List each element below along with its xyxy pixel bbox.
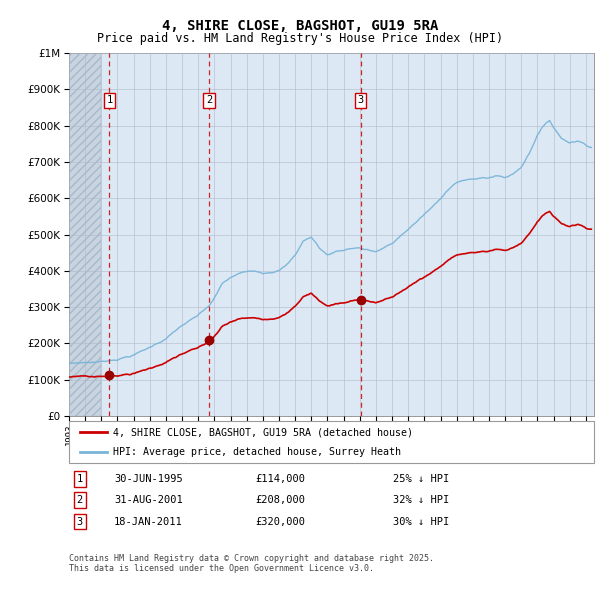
Text: 30-JUN-1995: 30-JUN-1995 [114, 474, 183, 484]
Text: 1: 1 [106, 95, 113, 105]
Text: 2: 2 [77, 496, 83, 505]
Text: £208,000: £208,000 [255, 496, 305, 505]
Text: £320,000: £320,000 [255, 517, 305, 526]
Text: Price paid vs. HM Land Registry's House Price Index (HPI): Price paid vs. HM Land Registry's House … [97, 32, 503, 45]
Text: 1: 1 [77, 474, 83, 484]
Text: £114,000: £114,000 [255, 474, 305, 484]
Text: 3: 3 [77, 517, 83, 526]
Text: 32% ↓ HPI: 32% ↓ HPI [393, 496, 449, 505]
Text: HPI: Average price, detached house, Surrey Heath: HPI: Average price, detached house, Surr… [113, 447, 401, 457]
Text: 2: 2 [206, 95, 212, 105]
Text: 18-JAN-2011: 18-JAN-2011 [114, 517, 183, 526]
Text: Contains HM Land Registry data © Crown copyright and database right 2025.
This d: Contains HM Land Registry data © Crown c… [69, 554, 434, 573]
Text: 4, SHIRE CLOSE, BAGSHOT, GU19 5RA (detached house): 4, SHIRE CLOSE, BAGSHOT, GU19 5RA (detac… [113, 427, 413, 437]
Bar [69, 53, 101, 416]
Text: 3: 3 [358, 95, 364, 105]
Text: 25% ↓ HPI: 25% ↓ HPI [393, 474, 449, 484]
Text: 31-AUG-2001: 31-AUG-2001 [114, 496, 183, 505]
Text: 4, SHIRE CLOSE, BAGSHOT, GU19 5RA: 4, SHIRE CLOSE, BAGSHOT, GU19 5RA [162, 19, 438, 34]
Text: 30% ↓ HPI: 30% ↓ HPI [393, 517, 449, 526]
